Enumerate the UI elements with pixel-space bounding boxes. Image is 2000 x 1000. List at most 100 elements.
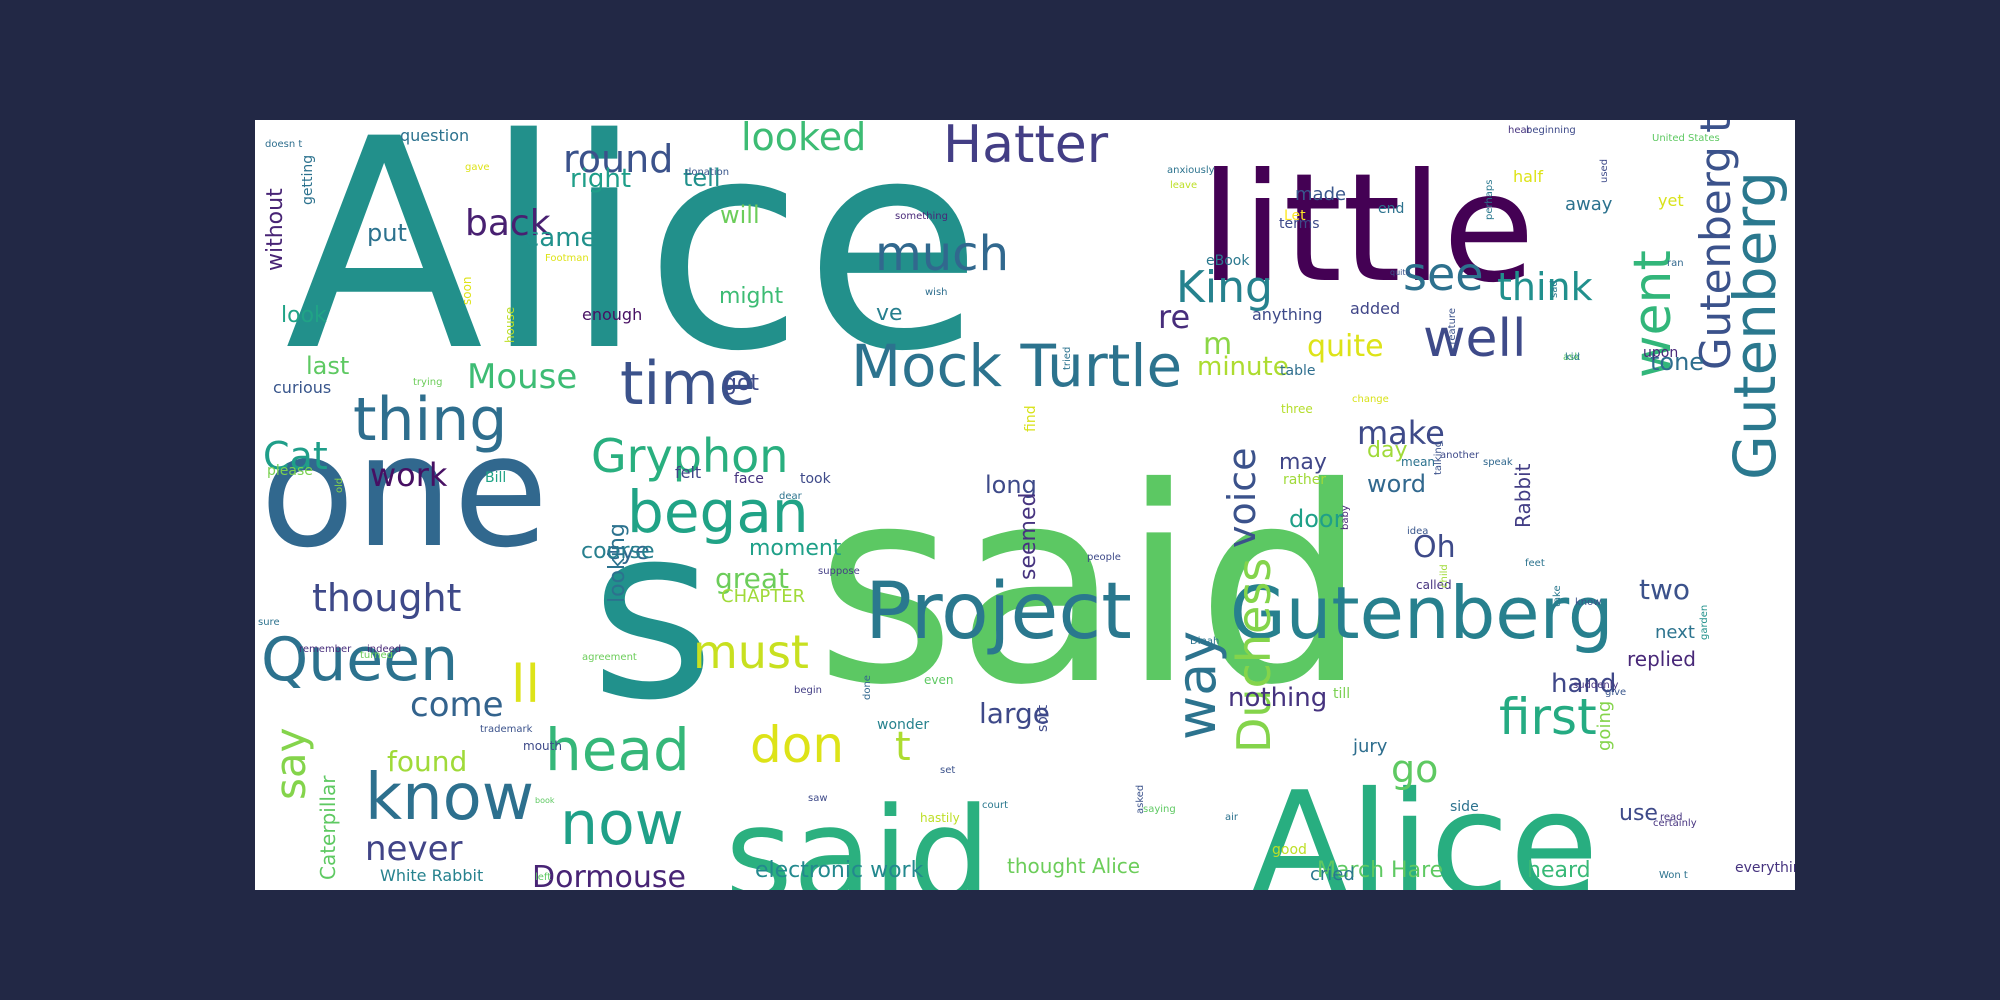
word-made: made [1295, 184, 1346, 205]
word-beginning: beginning [1526, 125, 1576, 136]
word-ve: ve [876, 301, 903, 326]
word-s: s [590, 473, 715, 753]
word-king: King [1176, 262, 1273, 313]
word-hastily: hastily [920, 811, 960, 825]
word-got: got [723, 371, 759, 396]
word-look: look [281, 303, 327, 328]
word-idea: idea [1407, 526, 1428, 537]
word-ask: ask [1563, 352, 1580, 363]
word-face: face [734, 471, 764, 487]
word-m: m [1203, 327, 1232, 362]
word-called: called [1416, 578, 1452, 592]
word-bill: Bill [485, 470, 506, 486]
word-mouth: mouth [523, 739, 562, 753]
word-head: head [545, 716, 690, 784]
word-old: old [334, 478, 345, 493]
word-electronic-work: electronic work [755, 858, 924, 883]
word-court: court [982, 800, 1008, 811]
word-sad: sad [1549, 280, 1560, 298]
word-dinah: Dinah [1190, 636, 1219, 647]
word-tried: tried [1062, 347, 1073, 370]
word-creature: creature [1447, 308, 1458, 350]
word-see: see [1403, 247, 1484, 301]
word-begin: begin [794, 685, 822, 696]
word-used: used [1599, 159, 1610, 183]
word-terms: terms [1279, 216, 1320, 232]
word-gutenberg-tm: Gutenberg tm [1691, 120, 1740, 370]
word-mock-turtle: Mock Turtle [851, 332, 1182, 400]
word-going: going [1594, 701, 1615, 751]
word-good: good [1272, 842, 1307, 858]
word-two: two [1639, 573, 1690, 606]
word-cried: cried [1310, 864, 1355, 885]
word-said: said [725, 779, 991, 890]
word-upon: upon [1643, 345, 1678, 361]
word-away: away [1565, 194, 1613, 215]
word-eye: eye [606, 537, 650, 565]
word-end: end [1378, 201, 1404, 217]
word-won-t: Won t [1659, 870, 1688, 881]
word-suppose: suppose [818, 566, 860, 577]
word-yet: yet [1658, 191, 1684, 210]
word-back: back [465, 203, 551, 244]
word-baby: baby [1340, 505, 1351, 530]
word-indeed: indeed [367, 644, 401, 655]
word-side: side [1450, 799, 1479, 815]
word-speak: speak [1483, 457, 1513, 468]
word-re: re [1158, 298, 1190, 336]
word-everything: everything [1735, 860, 1795, 876]
word-done: done [862, 675, 873, 700]
word-give: give [1605, 687, 1626, 698]
word-something: something [895, 211, 948, 222]
word-added: added [1350, 299, 1400, 318]
word-hand: hand [1551, 669, 1616, 699]
word-quite: quite [1307, 329, 1384, 364]
word-go: go [1391, 747, 1438, 791]
word-went: went [1623, 250, 1683, 378]
word-air: air [1225, 812, 1239, 823]
word-march-hare: March Hare [1317, 858, 1443, 883]
word-book: book [535, 796, 555, 805]
word-one: one [260, 401, 548, 582]
word-large: large [979, 697, 1050, 730]
word-next: next [1655, 622, 1695, 643]
word-day: day [1367, 438, 1407, 463]
word-way: way [1165, 631, 1228, 740]
word-say: say [266, 728, 315, 800]
word-now: now [560, 789, 684, 859]
word-voice: voice [1220, 447, 1264, 548]
word-trying: trying [413, 377, 442, 388]
word-last: last [306, 352, 349, 380]
word-white-rabbit: White Rabbit [380, 866, 483, 885]
word-united-states: United States [1652, 133, 1720, 144]
word-read: read [1660, 812, 1683, 823]
word-hear: hear [1508, 125, 1532, 136]
word-certainly: certainly [1653, 818, 1697, 829]
word-asked: asked [1135, 785, 1146, 814]
word-sure: sure [258, 617, 280, 628]
word-thing: thing [353, 385, 507, 455]
word-will: will [720, 201, 760, 229]
word-seemed: seemed [1016, 493, 1041, 580]
word-door: door [1289, 505, 1344, 533]
word-found: found [387, 745, 467, 778]
word-thought-alice: thought Alice [1007, 854, 1140, 878]
word-suddenly: suddenly [1573, 680, 1619, 691]
word-well: well [1423, 309, 1526, 369]
word-remember: remember [299, 644, 352, 655]
word-use: use [1619, 801, 1658, 826]
word-feet: feet [1525, 558, 1545, 569]
word-agreement: agreement [582, 652, 637, 663]
word-caterpillar: Caterpillar [316, 775, 340, 880]
word-said: said [815, 429, 1368, 744]
word-without: without [263, 188, 288, 271]
word-saw: saw [808, 793, 828, 804]
word-replied: replied [1627, 647, 1696, 671]
word-project: Project [865, 567, 1132, 657]
word-hatter: Hatter [943, 120, 1109, 175]
word-gave: gave [465, 162, 490, 173]
word-don: don [750, 716, 844, 774]
word-change: change [1352, 394, 1389, 405]
word-set: set [940, 765, 955, 776]
word-getting: getting [300, 155, 316, 205]
